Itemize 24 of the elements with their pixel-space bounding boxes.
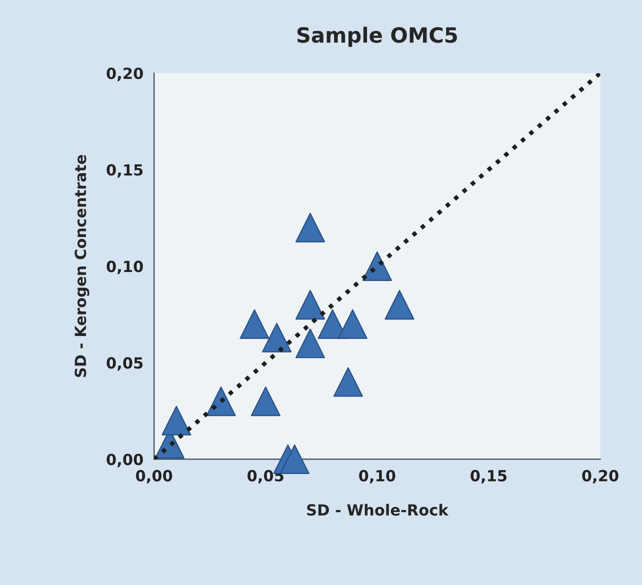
point — [206, 386, 236, 416]
point — [262, 322, 292, 352]
x-tick-label: 0,15 — [470, 470, 507, 484]
x-tick-label: 0,00 — [136, 470, 172, 484]
point — [362, 251, 392, 281]
point — [295, 328, 326, 358]
point — [295, 290, 326, 320]
point — [250, 386, 280, 416]
chart-title: Sample OMC5 — [297, 26, 457, 47]
point — [384, 290, 414, 320]
x-tick-label: 0,10 — [359, 470, 396, 484]
point — [162, 406, 192, 436]
point — [240, 309, 270, 339]
y-axis-title: SD - Kerogen Concentrate — [74, 155, 90, 377]
x-tick-label: 0,20 — [582, 470, 618, 484]
y-tick-label: 0,05 — [106, 357, 143, 371]
point — [333, 367, 363, 397]
point — [295, 212, 326, 242]
y-tick-label: 0,00 — [106, 454, 143, 468]
x-axis-title: SD - Whole-Rock — [307, 504, 449, 516]
y-tick-label: 0,15 — [106, 164, 143, 178]
y-tick-label: 0,20 — [106, 68, 143, 82]
y-tick-label: 0,10 — [106, 260, 143, 274]
point — [338, 309, 368, 339]
